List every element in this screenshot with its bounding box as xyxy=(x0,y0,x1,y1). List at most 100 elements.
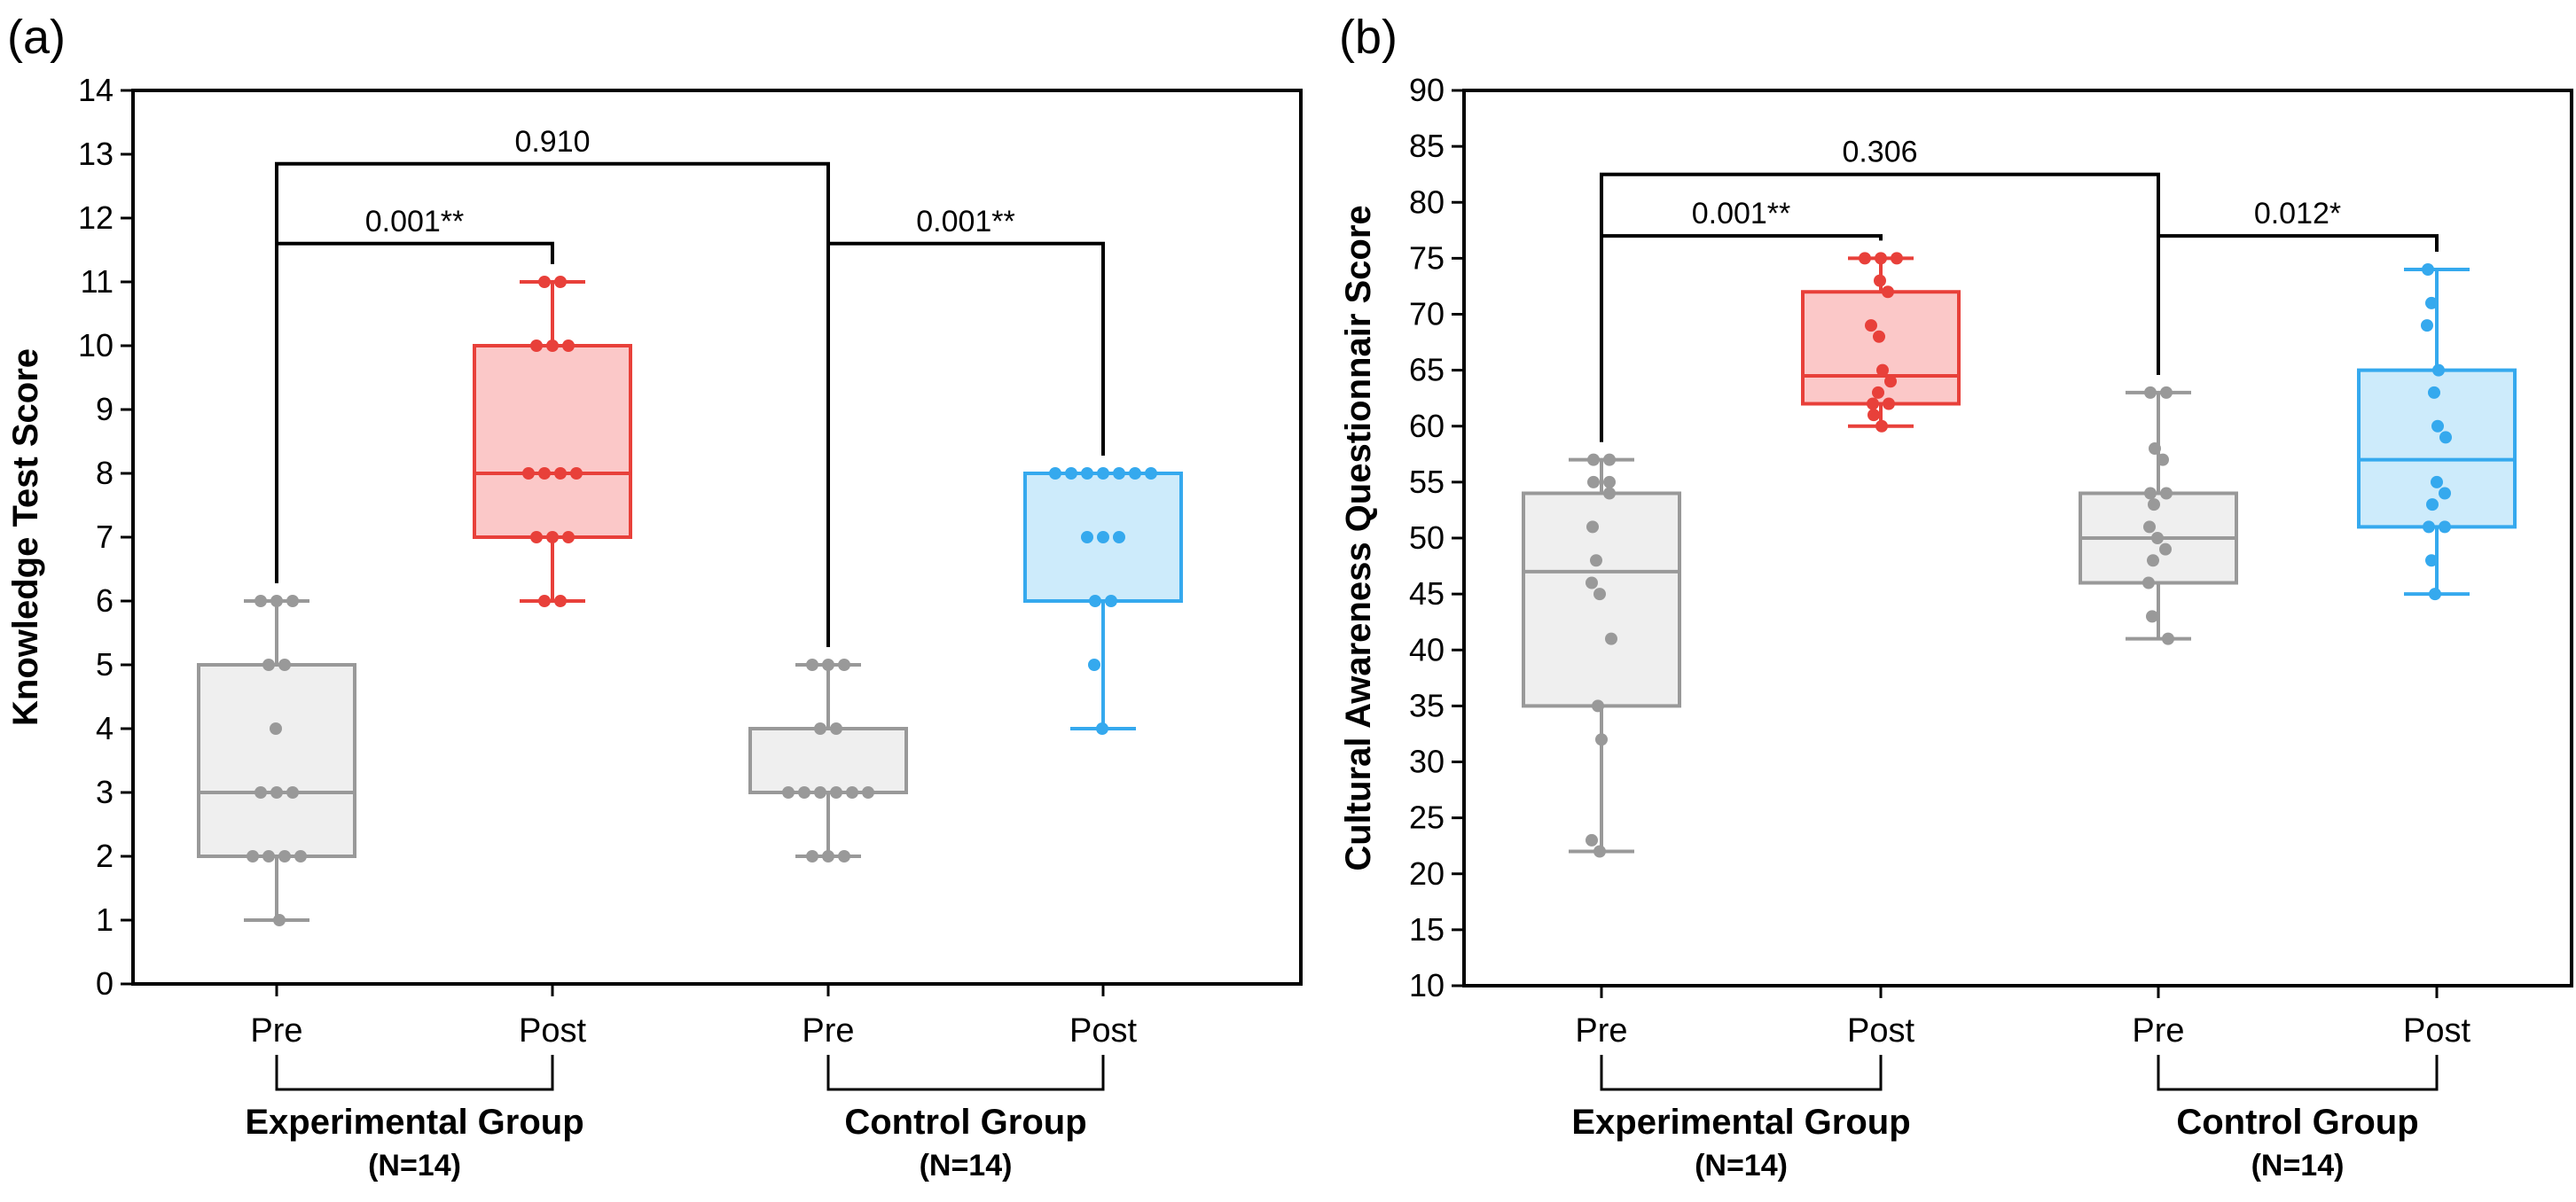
box-iqr xyxy=(748,727,908,794)
data-point xyxy=(1590,554,1602,567)
y-tick-label: 3 xyxy=(96,774,114,810)
data-point xyxy=(2432,363,2445,377)
box-1 xyxy=(197,595,356,926)
data-point xyxy=(1145,467,1157,480)
data-point xyxy=(270,595,283,607)
data-point xyxy=(1105,595,1117,607)
data-point xyxy=(522,467,535,480)
y-tick-label: 11 xyxy=(81,263,114,300)
data-point xyxy=(1876,363,1889,377)
group-n-label: (N=14) xyxy=(920,1149,1013,1182)
y-tick-label: 65 xyxy=(1409,352,1445,388)
y-tick-label: 75 xyxy=(1409,239,1445,276)
data-point xyxy=(1875,252,1887,265)
panel-label: (a) xyxy=(7,11,66,64)
data-point xyxy=(1587,453,1600,466)
data-point xyxy=(1859,252,1871,265)
data-point xyxy=(1873,330,1885,343)
data-point xyxy=(830,786,842,799)
data-point xyxy=(254,595,267,607)
data-point xyxy=(1097,531,1109,543)
data-point xyxy=(814,722,826,735)
data-point xyxy=(254,786,267,799)
data-point xyxy=(1603,487,1616,500)
data-point xyxy=(2151,532,2164,544)
group-bracket xyxy=(1600,1055,1883,1091)
data-point xyxy=(1049,467,1061,480)
data-point xyxy=(1603,475,1616,488)
data-point xyxy=(838,850,850,862)
group-n-label: (N=14) xyxy=(1695,1149,1788,1182)
data-point xyxy=(2149,442,2161,455)
data-point xyxy=(2144,487,2157,500)
data-point xyxy=(1593,845,1606,858)
data-point xyxy=(798,786,810,799)
box-3 xyxy=(2079,386,2238,645)
y-tick-label: 90 xyxy=(1409,72,1445,108)
y-tick-label: 55 xyxy=(1409,464,1445,500)
data-point xyxy=(1088,659,1100,671)
p-value-label: 0.001** xyxy=(916,205,1015,238)
data-point xyxy=(1592,699,1604,713)
y-axis-label: Knowledge Test Score xyxy=(6,348,45,726)
data-point xyxy=(2159,542,2172,556)
x-tick-label: Post xyxy=(519,1012,586,1050)
data-point xyxy=(2421,319,2433,332)
box-1 xyxy=(1522,453,1681,858)
data-point xyxy=(562,531,575,543)
p-value-label: 0.001** xyxy=(365,205,465,238)
data-point xyxy=(554,467,567,480)
data-point xyxy=(1081,467,1093,480)
p-value-label: 0.012* xyxy=(2254,197,2341,230)
data-point xyxy=(2157,453,2169,466)
data-point xyxy=(1586,520,1599,534)
data-point xyxy=(570,467,583,480)
data-point xyxy=(530,531,543,543)
y-tick-label: 60 xyxy=(1409,408,1445,444)
y-tick-label: 0 xyxy=(96,965,114,1002)
data-point xyxy=(262,659,275,671)
group-bracket xyxy=(275,1055,554,1091)
group-bracket xyxy=(826,1055,1105,1091)
data-point xyxy=(838,659,850,671)
data-point xyxy=(2439,520,2451,534)
y-tick-label: 30 xyxy=(1409,744,1445,780)
group-n-label: (N=14) xyxy=(368,1149,461,1182)
data-point xyxy=(2423,520,2435,534)
data-point xyxy=(546,531,559,543)
data-point xyxy=(554,276,567,288)
group-n-label: (N=14) xyxy=(2251,1149,2345,1182)
y-tick-label: 7 xyxy=(96,519,114,555)
y-tick-label: 20 xyxy=(1409,855,1445,892)
data-point xyxy=(278,850,291,862)
box-2 xyxy=(1801,252,1961,433)
data-point xyxy=(1595,733,1608,746)
y-tick-label: 2 xyxy=(96,838,114,874)
data-point xyxy=(1129,467,1141,480)
data-point xyxy=(1587,475,1600,488)
x-tick-label: Post xyxy=(2403,1012,2470,1050)
data-point xyxy=(1603,453,1616,466)
data-point xyxy=(1096,722,1108,735)
box-4 xyxy=(2357,263,2517,601)
data-point xyxy=(1882,285,1894,299)
data-point xyxy=(862,786,874,799)
data-point xyxy=(2429,588,2441,601)
data-point xyxy=(538,276,551,288)
data-point xyxy=(294,850,307,862)
box-2 xyxy=(473,276,632,607)
data-point xyxy=(2439,487,2451,500)
data-point xyxy=(1593,588,1606,601)
x-tick-label: Pre xyxy=(2132,1012,2184,1050)
y-tick-label: 13 xyxy=(78,136,114,172)
data-point xyxy=(1874,274,1886,287)
data-point xyxy=(562,340,575,352)
data-point xyxy=(2142,576,2155,589)
data-point xyxy=(1883,397,1895,410)
data-point xyxy=(1867,397,1879,410)
significance-bracket xyxy=(2157,234,2439,375)
data-point xyxy=(1605,632,1617,645)
data-point xyxy=(2425,554,2438,567)
data-point xyxy=(2160,487,2173,500)
plot-frame xyxy=(1462,89,2573,987)
